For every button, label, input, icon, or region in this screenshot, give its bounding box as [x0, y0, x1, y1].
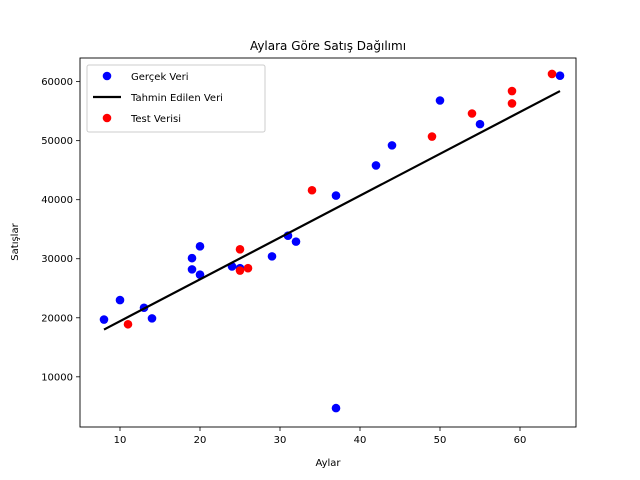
data-point	[307, 185, 317, 195]
legend-item: Test Verisi	[102, 113, 181, 125]
data-point	[267, 252, 277, 261]
plot-frame	[79, 57, 577, 428]
x-axis: 10 20 30 40 50 60	[114, 427, 527, 446]
data-point	[195, 270, 205, 279]
x-tick-label: 20	[194, 435, 207, 446]
legend-label: Test Verisi	[130, 114, 181, 125]
x-tick-label: 40	[354, 435, 367, 446]
x-axis-label: Aylar	[315, 458, 341, 469]
y-tick-label: 60000	[41, 77, 73, 88]
data-point	[331, 403, 341, 413]
legend: Gerçek Veri Tahmin Edilen Veri Test Verisi	[86, 64, 266, 133]
legend-label: Tahmin Edilen Veri	[130, 93, 223, 104]
prediction-line	[103, 90, 561, 331]
legend-box	[86, 64, 266, 133]
data-point	[467, 109, 477, 118]
data-point	[243, 263, 253, 273]
data-point	[331, 191, 341, 200]
data-point	[291, 237, 301, 246]
data-point	[387, 141, 397, 150]
data-point	[187, 265, 197, 274]
data-point	[187, 253, 197, 263]
chart-title: Aylara Göre Satış Dağılımı	[250, 39, 406, 53]
y-tick-label: 30000	[41, 254, 73, 265]
data-point	[99, 315, 109, 324]
x-tick-label: 50	[434, 435, 447, 446]
y-tick-label: 20000	[41, 313, 73, 324]
data-point	[427, 132, 437, 141]
data-point	[435, 96, 445, 105]
data-point	[507, 86, 517, 96]
y-tick-label: 50000	[41, 136, 73, 147]
data-point	[123, 319, 133, 329]
data-point	[507, 99, 517, 108]
data-point	[195, 242, 205, 251]
data-point	[555, 71, 565, 81]
data-point	[115, 295, 125, 305]
y-axis-label: Satışlar	[10, 222, 21, 260]
data-point	[147, 314, 157, 323]
series-1	[103, 90, 561, 331]
data-point	[235, 266, 245, 275]
y-tick-label: 10000	[41, 372, 73, 383]
y-tick-label: 40000	[41, 195, 73, 206]
y-axis: 10000 20000 30000 40000 50000 60000	[41, 77, 80, 383]
legend-dot-marker	[102, 113, 112, 123]
data-point	[547, 69, 557, 79]
data-point	[475, 119, 485, 129]
x-tick-label: 30	[274, 435, 287, 446]
data-point	[371, 161, 381, 170]
legend-dot-marker	[102, 71, 112, 81]
plot-area	[79, 57, 577, 428]
data-point	[235, 244, 245, 254]
series-2	[123, 69, 557, 329]
legend-label: Gerçek Veri	[131, 72, 189, 83]
x-tick-label: 10	[114, 435, 127, 446]
x-tick-label: 60	[514, 435, 527, 446]
legend-item: Gerçek Veri	[102, 71, 189, 83]
legend-item: Tahmin Edilen Veri	[93, 93, 223, 104]
